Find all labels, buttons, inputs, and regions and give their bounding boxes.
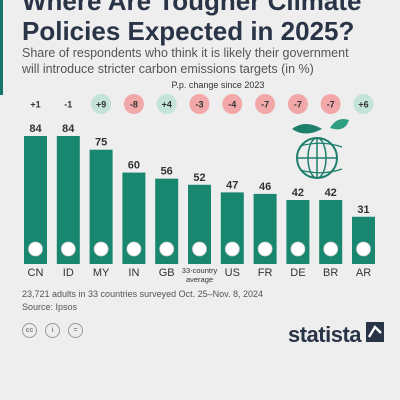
category-label: CN (28, 267, 44, 279)
category-label: US (225, 267, 240, 279)
value-label: 42 (325, 187, 337, 199)
value-label: 47 (226, 179, 238, 191)
flag-us-icon (224, 241, 240, 257)
change-label: +4 (162, 100, 172, 110)
change-label: +6 (358, 100, 368, 110)
change-label: -8 (130, 100, 138, 110)
statista-logo-icon (366, 322, 384, 342)
flag-ar-icon (356, 241, 371, 257)
change-badge (353, 94, 374, 114)
flag-br-icon (323, 241, 339, 257)
bar (24, 136, 47, 264)
value-label: 42 (292, 187, 304, 199)
change-badge (287, 94, 308, 114)
category-label: IN (128, 267, 139, 279)
change-label: -7 (327, 100, 335, 110)
flag-fr-icon (257, 241, 273, 257)
flag-cn-icon (28, 241, 43, 257)
flag-gb-icon (159, 241, 175, 257)
category-label: 33-country (182, 266, 218, 275)
change-label: -3 (195, 100, 203, 110)
no-derivatives-icon[interactable]: = (68, 323, 83, 338)
chart-subtitle: Share of respondents who think it is lik… (22, 46, 349, 76)
bar (122, 172, 146, 264)
change-badge (91, 94, 112, 114)
value-label: 84 (29, 123, 42, 135)
bar (188, 184, 211, 264)
flag-in-icon (126, 241, 142, 257)
bar (352, 216, 375, 264)
change-badge (156, 94, 177, 114)
survey-note: 23,721 adults in 33 countries surveyed O… (22, 289, 263, 299)
change-label: +1 (30, 100, 40, 110)
value-label: 56 (161, 166, 173, 178)
accent-bar (0, 0, 3, 95)
value-label: 75 (95, 137, 107, 149)
value-label: 84 (62, 123, 75, 135)
bar (56, 136, 80, 264)
change-badge (189, 94, 210, 114)
source-note: Source: Ipsos (22, 302, 78, 312)
flag-de-icon (290, 241, 306, 257)
creative-commons-icon[interactable]: cc (22, 323, 37, 338)
flag-my-icon (93, 241, 109, 257)
change-label: -1 (64, 100, 72, 110)
average-symbol-icon (192, 241, 207, 257)
change-badge (255, 94, 276, 114)
category-label: FR (258, 267, 273, 279)
category-label: average (186, 275, 213, 284)
change-badge (123, 94, 144, 114)
category-label: AR (356, 267, 371, 279)
change-label: -7 (261, 100, 269, 110)
attribution-icon[interactable]: i (45, 323, 60, 338)
value-label: 46 (259, 181, 271, 193)
category-label: DE (290, 267, 305, 279)
globe-leaves-icon (292, 119, 349, 179)
chart-title: Where Are Tougher Climate Policies Expec… (22, 0, 362, 46)
change-badge (222, 94, 243, 114)
flag-id-icon (60, 241, 76, 257)
value-label: 31 (357, 204, 369, 216)
change-label: -4 (228, 100, 236, 110)
statista-logo-text[interactable]: statista (288, 322, 362, 347)
category-label: ID (63, 267, 74, 279)
category-label: MY (93, 267, 110, 279)
category-label: BR (323, 267, 338, 279)
bar (89, 149, 113, 264)
change-header: P.p. change since 2023 (172, 80, 265, 90)
change-badge (320, 94, 341, 114)
change-label: -7 (294, 100, 302, 110)
value-label: 52 (193, 172, 205, 184)
change-label: +9 (96, 100, 106, 110)
category-label: GB (159, 267, 175, 279)
value-label: 60 (128, 160, 140, 172)
bar (155, 178, 179, 264)
bar-chart: P.p. change since 2023 +1 84 CN -1 84 ID +9 75 MY… (24, 80, 375, 284)
